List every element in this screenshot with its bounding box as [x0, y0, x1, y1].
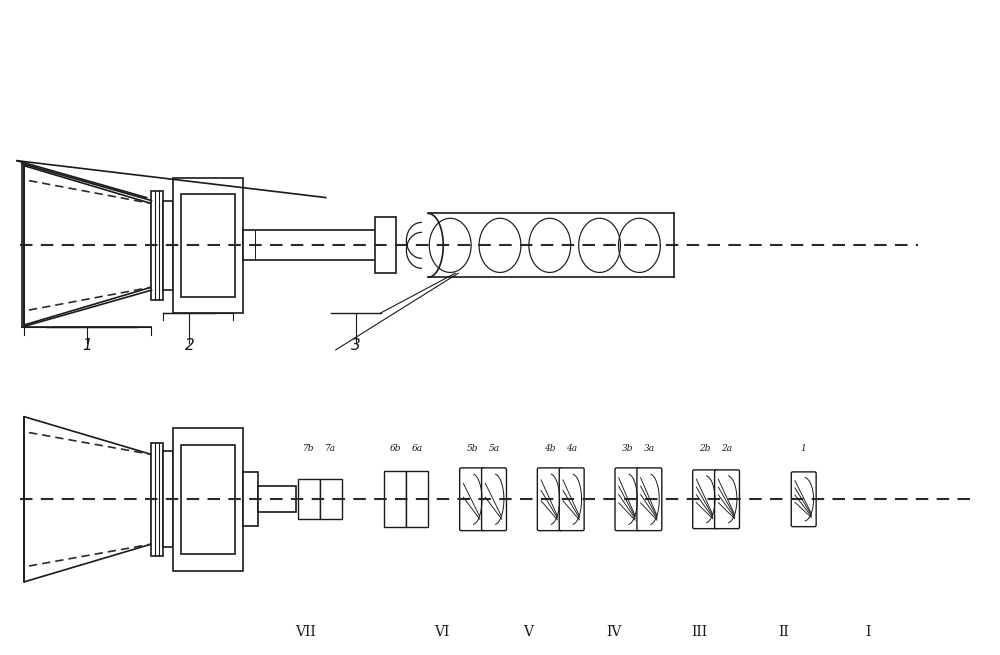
- Bar: [151, 191, 163, 300]
- Text: 1: 1: [82, 338, 92, 353]
- Text: 1: 1: [801, 445, 807, 453]
- FancyBboxPatch shape: [791, 472, 816, 527]
- Text: 3a: 3a: [644, 445, 655, 453]
- FancyBboxPatch shape: [615, 468, 640, 531]
- FancyBboxPatch shape: [715, 470, 739, 529]
- Text: 4a: 4a: [566, 445, 577, 453]
- Bar: [163, 451, 173, 547]
- Bar: [181, 194, 235, 297]
- Text: 6b: 6b: [390, 445, 401, 453]
- Text: 5b: 5b: [466, 445, 478, 453]
- Text: 6a: 6a: [412, 445, 423, 453]
- Text: II: II: [778, 625, 789, 639]
- Polygon shape: [24, 166, 151, 325]
- Bar: [375, 217, 396, 273]
- Bar: [243, 472, 258, 526]
- Text: 2b: 2b: [699, 445, 711, 453]
- Text: 4b: 4b: [544, 445, 556, 453]
- FancyBboxPatch shape: [537, 468, 562, 531]
- Bar: [298, 479, 320, 519]
- FancyBboxPatch shape: [693, 470, 718, 529]
- Text: 3: 3: [351, 338, 360, 353]
- Text: V: V: [523, 625, 533, 639]
- Text: IV: IV: [606, 625, 621, 639]
- Text: I: I: [866, 625, 871, 639]
- Bar: [320, 479, 342, 519]
- Bar: [151, 443, 163, 556]
- Text: 3b: 3b: [622, 445, 633, 453]
- Text: III: III: [691, 625, 707, 639]
- FancyBboxPatch shape: [482, 468, 506, 531]
- Bar: [258, 486, 296, 512]
- Text: 7b: 7b: [303, 445, 315, 453]
- Bar: [243, 231, 392, 260]
- Text: VII: VII: [295, 625, 316, 639]
- Text: 5a: 5a: [488, 445, 500, 453]
- FancyBboxPatch shape: [637, 468, 662, 531]
- Polygon shape: [24, 417, 151, 582]
- Text: 2: 2: [184, 338, 194, 353]
- Bar: [173, 178, 243, 313]
- Text: 2a: 2a: [721, 445, 733, 453]
- Bar: [173, 428, 243, 571]
- Text: 7a: 7a: [325, 445, 336, 453]
- Bar: [406, 472, 428, 527]
- Bar: [163, 200, 173, 290]
- Bar: [384, 472, 406, 527]
- FancyBboxPatch shape: [460, 468, 485, 531]
- Text: VI: VI: [435, 625, 450, 639]
- FancyBboxPatch shape: [559, 468, 584, 531]
- Bar: [181, 445, 235, 554]
